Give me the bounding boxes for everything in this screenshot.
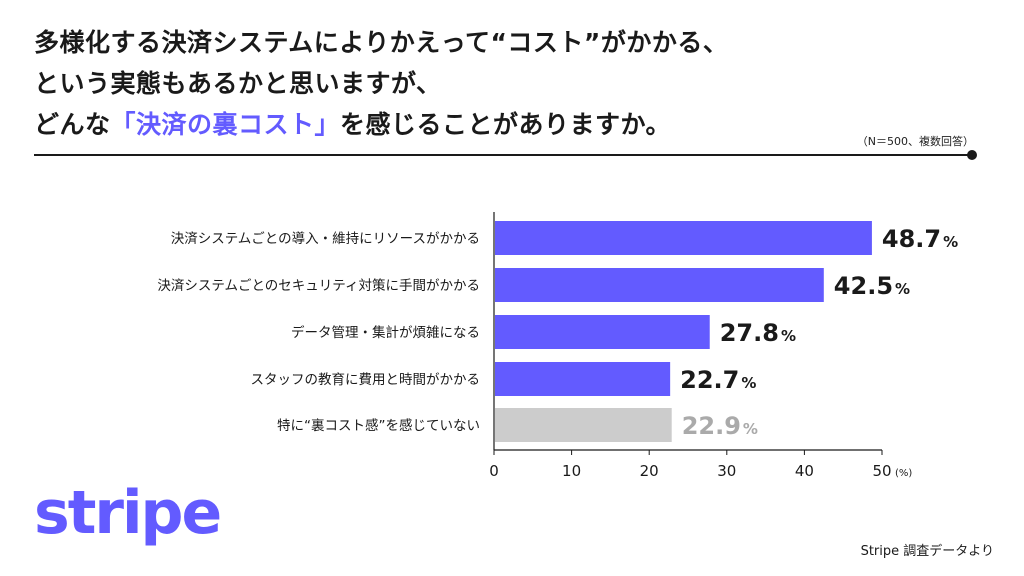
title-block: 多様化する決済システムによりかえって“コスト”がかかる、 という実態もあるかと思… <box>34 22 728 145</box>
title-line-2: という実態もあるかと思いますが、 <box>34 69 442 98</box>
bar <box>495 408 672 442</box>
sample-note: （N＝500、複数回答） <box>856 135 974 148</box>
category-label: 決済システムごとのセキュリティ対策に手間がかかる <box>157 277 480 294</box>
category-label: 特に“裏コスト感”を感じていない <box>277 417 480 434</box>
data-label-value: 27.8 <box>720 319 779 347</box>
title-line-3: どんな「決済の裏コスト」を感じることがありますか。 <box>34 104 728 145</box>
data-label-value: 42.5 <box>834 272 893 300</box>
data-label: 27.8% <box>720 319 796 347</box>
data-label: 48.7% <box>882 225 958 253</box>
stripe-logo: stripe <box>34 478 222 548</box>
data-label-unit: % <box>943 233 958 251</box>
x-tick-label: 0 <box>489 462 499 480</box>
x-tick-label: 30 <box>717 462 736 480</box>
x-tick-label: 10 <box>562 462 581 480</box>
divider-line <box>34 154 972 156</box>
data-label-unit: % <box>895 280 910 298</box>
bar <box>495 362 671 396</box>
category-label: 決済システムごとの導入・維持にリソースがかかる <box>171 231 480 247</box>
x-tick-label: 20 <box>640 462 659 480</box>
bar <box>495 315 710 349</box>
divider-end-dot <box>967 150 977 160</box>
data-label-unit: % <box>741 374 756 392</box>
data-label-value: 22.9 <box>682 412 741 440</box>
title-line-3-suffix: を感じることがありますか。 <box>340 110 672 139</box>
title-line-3-prefix: どんな <box>34 110 111 139</box>
source-note: Stripe 調査データより <box>860 544 994 559</box>
data-label-value: 48.7 <box>882 225 941 253</box>
title-line-1: 多様化する決済システムによりかえって“コスト”がかかる、 <box>34 28 729 57</box>
x-axis-unit: (%) <box>895 468 912 479</box>
data-label: 22.7% <box>680 366 756 394</box>
title-highlight: 「決済の裏コスト」 <box>110 110 341 139</box>
data-label-unit: % <box>781 327 796 345</box>
category-label: データ管理・集計が煩雑になる <box>291 324 480 341</box>
data-label: 42.5% <box>834 272 910 300</box>
data-label-unit: % <box>743 420 758 438</box>
bar <box>495 221 872 255</box>
x-tick-label: 40 <box>795 462 814 480</box>
data-label-value: 22.7 <box>680 366 739 394</box>
bar <box>495 268 824 302</box>
x-tick-label: 50 <box>872 462 891 480</box>
data-label: 22.9% <box>682 412 758 440</box>
category-label: スタッフの教育に費用と時間がかかる <box>251 372 481 388</box>
